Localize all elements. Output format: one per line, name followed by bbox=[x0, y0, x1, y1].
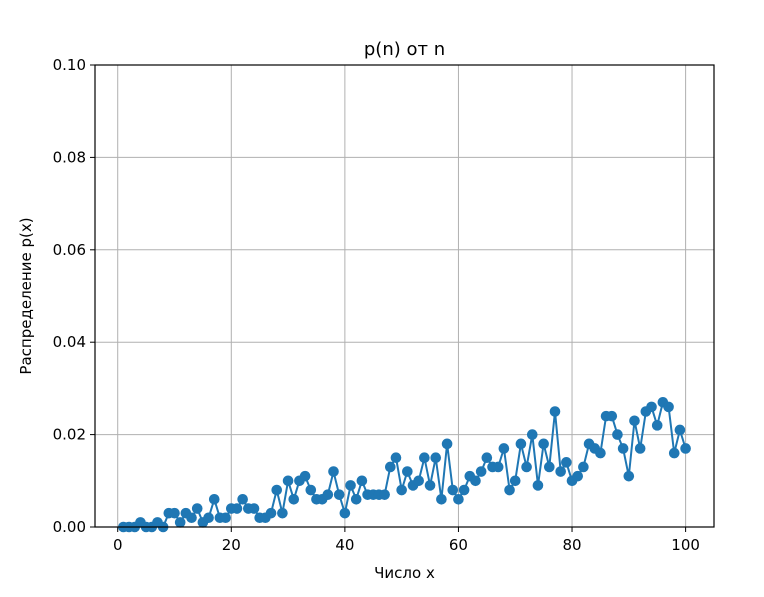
data-point bbox=[646, 401, 657, 413]
data-point bbox=[396, 484, 407, 496]
data-point bbox=[453, 493, 464, 505]
data-point bbox=[492, 461, 504, 473]
y-axis-ticks: 0.00 0.02 0.04 0.06 0.08 0.10 bbox=[53, 56, 95, 536]
data-point bbox=[470, 475, 481, 487]
data-point bbox=[390, 452, 402, 464]
data-point bbox=[629, 415, 640, 427]
x-tick-label: 0 bbox=[113, 536, 123, 554]
data-point bbox=[333, 489, 345, 500]
plot-frame bbox=[94, 64, 715, 528]
data-point bbox=[402, 466, 413, 477]
y-tick-label: 0.08 bbox=[53, 148, 86, 166]
y-tick-label: 0.00 bbox=[53, 518, 86, 536]
chart-title: p(n) от n bbox=[364, 39, 445, 60]
data-point bbox=[515, 438, 527, 450]
x-tick-label: 20 bbox=[222, 536, 241, 554]
data-point bbox=[169, 507, 180, 519]
data-point bbox=[271, 484, 283, 496]
data-point bbox=[436, 493, 447, 505]
data-point bbox=[663, 401, 674, 413]
data-point bbox=[345, 480, 356, 491]
data-point bbox=[282, 475, 294, 487]
data-point bbox=[595, 447, 606, 459]
x-axis-ticks: 0 20 40 60 80 100 bbox=[113, 527, 700, 554]
data-point bbox=[430, 452, 442, 464]
data-point bbox=[555, 466, 566, 477]
data-point bbox=[350, 493, 362, 505]
y-tick-label: 0.02 bbox=[53, 426, 86, 444]
x-axis-label: Число x bbox=[374, 564, 435, 582]
data-point bbox=[674, 424, 686, 436]
data-point bbox=[379, 489, 390, 500]
data-point bbox=[203, 512, 214, 524]
data-point bbox=[322, 489, 334, 500]
data-point bbox=[174, 517, 186, 528]
data-point bbox=[265, 507, 277, 519]
x-tick-label: 80 bbox=[562, 536, 581, 554]
data-point bbox=[549, 406, 561, 417]
data-point bbox=[191, 503, 203, 514]
data-point bbox=[419, 452, 430, 464]
y-tick-label: 0.10 bbox=[53, 56, 86, 74]
x-tick-label: 100 bbox=[671, 536, 700, 554]
data-point bbox=[413, 475, 424, 487]
data-series bbox=[118, 396, 691, 533]
data-point bbox=[623, 470, 635, 482]
data-point bbox=[651, 420, 663, 431]
data-point bbox=[277, 507, 288, 519]
data-point bbox=[208, 493, 220, 505]
data-point bbox=[526, 429, 538, 440]
data-point bbox=[220, 512, 231, 524]
data-point bbox=[356, 475, 368, 487]
data-point bbox=[668, 447, 680, 459]
data-point bbox=[441, 438, 453, 450]
data-point bbox=[578, 461, 589, 473]
data-point bbox=[498, 443, 510, 454]
data-point bbox=[504, 484, 515, 496]
data-point bbox=[299, 470, 311, 482]
data-point bbox=[606, 410, 618, 422]
data-point bbox=[305, 484, 317, 496]
data-point bbox=[509, 475, 521, 487]
y-tick-label: 0.06 bbox=[53, 241, 86, 259]
x-tick-label: 40 bbox=[335, 536, 354, 554]
x-tick-label: 60 bbox=[449, 536, 468, 554]
data-point bbox=[544, 461, 555, 473]
data-point bbox=[634, 443, 646, 454]
data-point bbox=[458, 484, 470, 496]
data-point bbox=[521, 461, 532, 473]
data-point bbox=[328, 466, 339, 477]
data-point bbox=[288, 493, 300, 505]
data-point bbox=[231, 503, 243, 514]
data-point bbox=[339, 507, 351, 519]
data-point bbox=[612, 429, 623, 440]
data-point bbox=[424, 480, 436, 491]
data-point bbox=[248, 503, 260, 514]
data-point bbox=[475, 466, 487, 477]
data-point bbox=[385, 461, 396, 473]
y-tick-label: 0.04 bbox=[53, 333, 86, 351]
data-point bbox=[186, 512, 197, 524]
data-point bbox=[481, 452, 493, 464]
data-point bbox=[561, 457, 572, 468]
y-axis-label: Распределение p(x) bbox=[17, 217, 35, 374]
data-point bbox=[572, 470, 584, 482]
data-point bbox=[617, 443, 629, 454]
data-point bbox=[538, 438, 549, 450]
data-point bbox=[237, 493, 248, 505]
data-point bbox=[680, 443, 691, 454]
data-point bbox=[532, 480, 544, 491]
data-point bbox=[447, 484, 459, 496]
